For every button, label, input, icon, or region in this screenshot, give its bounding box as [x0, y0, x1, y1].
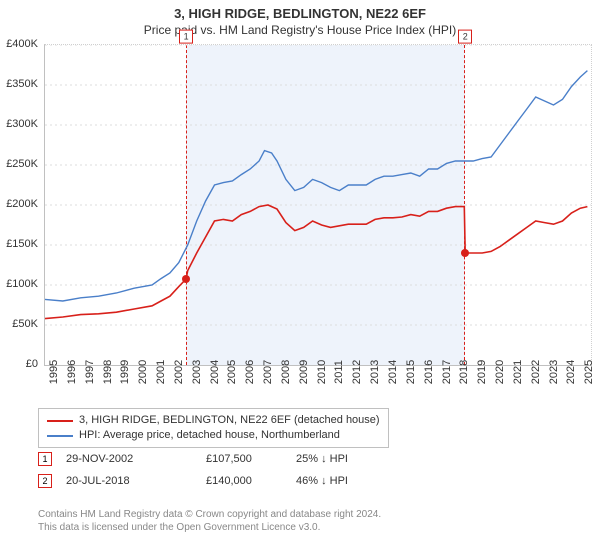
legend-box: 3, HIGH RIDGE, BEDLINGTON, NE22 6EF (det… [38, 408, 389, 448]
legend-label: HPI: Average price, detached house, Nort… [79, 428, 340, 443]
x-tick-label: 2005 [226, 360, 238, 384]
x-tick-label: 2003 [191, 360, 203, 384]
transaction-marker-icon: 2 [38, 474, 52, 488]
y-tick-label: £350K [0, 78, 38, 90]
x-tick-label: 1999 [119, 360, 131, 384]
x-tick-label: 2018 [458, 360, 470, 384]
transaction-vs-hpi: 25% ↓ HPI [296, 453, 348, 465]
price-marker-dot [461, 249, 469, 257]
x-tick-label: 2014 [387, 360, 399, 384]
x-tick-label: 1997 [84, 360, 96, 384]
x-tick-label: 1996 [66, 360, 78, 384]
credit-text: Contains HM Land Registry data © Crown c… [38, 508, 381, 534]
legend-row: HPI: Average price, detached house, Nort… [47, 428, 380, 443]
transaction-marker-icon: 1 [38, 452, 52, 466]
x-tick-label: 2009 [298, 360, 310, 384]
legend-swatch [47, 435, 73, 437]
credit-line-2: This data is licensed under the Open Gov… [38, 521, 381, 534]
x-tick-label: 2004 [209, 360, 221, 384]
credit-line-1: Contains HM Land Registry data © Crown c… [38, 508, 381, 521]
transaction-list: 1 29-NOV-2002£107,50025% ↓ HPI 2 20-JUL-201… [38, 452, 348, 496]
x-tick-label: 2010 [316, 360, 328, 384]
y-tick-label: £400K [0, 38, 38, 50]
x-tick-label: 2019 [476, 360, 488, 384]
x-tick-label: 2015 [405, 360, 417, 384]
x-tick-label: 2012 [351, 360, 363, 384]
transaction-price: £107,500 [206, 453, 296, 465]
x-tick-label: 2021 [512, 360, 524, 384]
y-tick-label: £100K [0, 278, 38, 290]
chart-title: 3, HIGH RIDGE, BEDLINGTON, NE22 6EF [0, 0, 600, 21]
transaction-vs-hpi: 46% ↓ HPI [296, 475, 348, 487]
price-marker-dot [182, 275, 190, 283]
transaction-row: 2 20-JUL-2018£140,00046% ↓ HPI [38, 474, 348, 488]
x-tick-label: 2025 [583, 360, 595, 384]
legend-label: 3, HIGH RIDGE, BEDLINGTON, NE22 6EF (det… [79, 413, 380, 428]
x-tick-label: 2023 [548, 360, 560, 384]
transaction-price: £140,000 [206, 475, 296, 487]
x-tick-label: 2020 [494, 360, 506, 384]
series-lines [45, 45, 591, 365]
legend-row: 3, HIGH RIDGE, BEDLINGTON, NE22 6EF (det… [47, 413, 380, 428]
chart-plot-area: 12 [44, 44, 592, 366]
x-tick-label: 2016 [423, 360, 435, 384]
y-tick-label: £150K [0, 238, 38, 250]
x-tick-label: 2013 [369, 360, 381, 384]
y-tick-label: £0 [0, 358, 38, 370]
y-tick-label: £300K [0, 118, 38, 130]
x-tick-label: 2017 [441, 360, 453, 384]
chart-subtitle: Price paid vs. HM Land Registry's House … [0, 21, 600, 37]
y-tick-label: £50K [0, 318, 38, 330]
price-marker-flag: 2 [458, 30, 472, 44]
legend-swatch [47, 420, 73, 422]
x-tick-label: 2011 [333, 360, 345, 384]
x-tick-label: 1995 [48, 360, 60, 384]
price-marker-flag: 1 [179, 30, 193, 44]
transaction-row: 1 29-NOV-2002£107,50025% ↓ HPI [38, 452, 348, 466]
x-tick-label: 2007 [262, 360, 274, 384]
y-tick-label: £200K [0, 198, 38, 210]
x-tick-label: 2001 [155, 360, 167, 384]
x-tick-label: 2024 [565, 360, 577, 384]
transaction-date: 29-NOV-2002 [66, 453, 206, 465]
x-tick-label: 1998 [102, 360, 114, 384]
y-tick-label: £250K [0, 158, 38, 170]
x-tick-label: 2008 [280, 360, 292, 384]
x-tick-label: 2006 [244, 360, 256, 384]
x-tick-label: 2000 [137, 360, 149, 384]
transaction-date: 20-JUL-2018 [66, 475, 206, 487]
x-tick-label: 2022 [530, 360, 542, 384]
x-tick-label: 2002 [173, 360, 185, 384]
